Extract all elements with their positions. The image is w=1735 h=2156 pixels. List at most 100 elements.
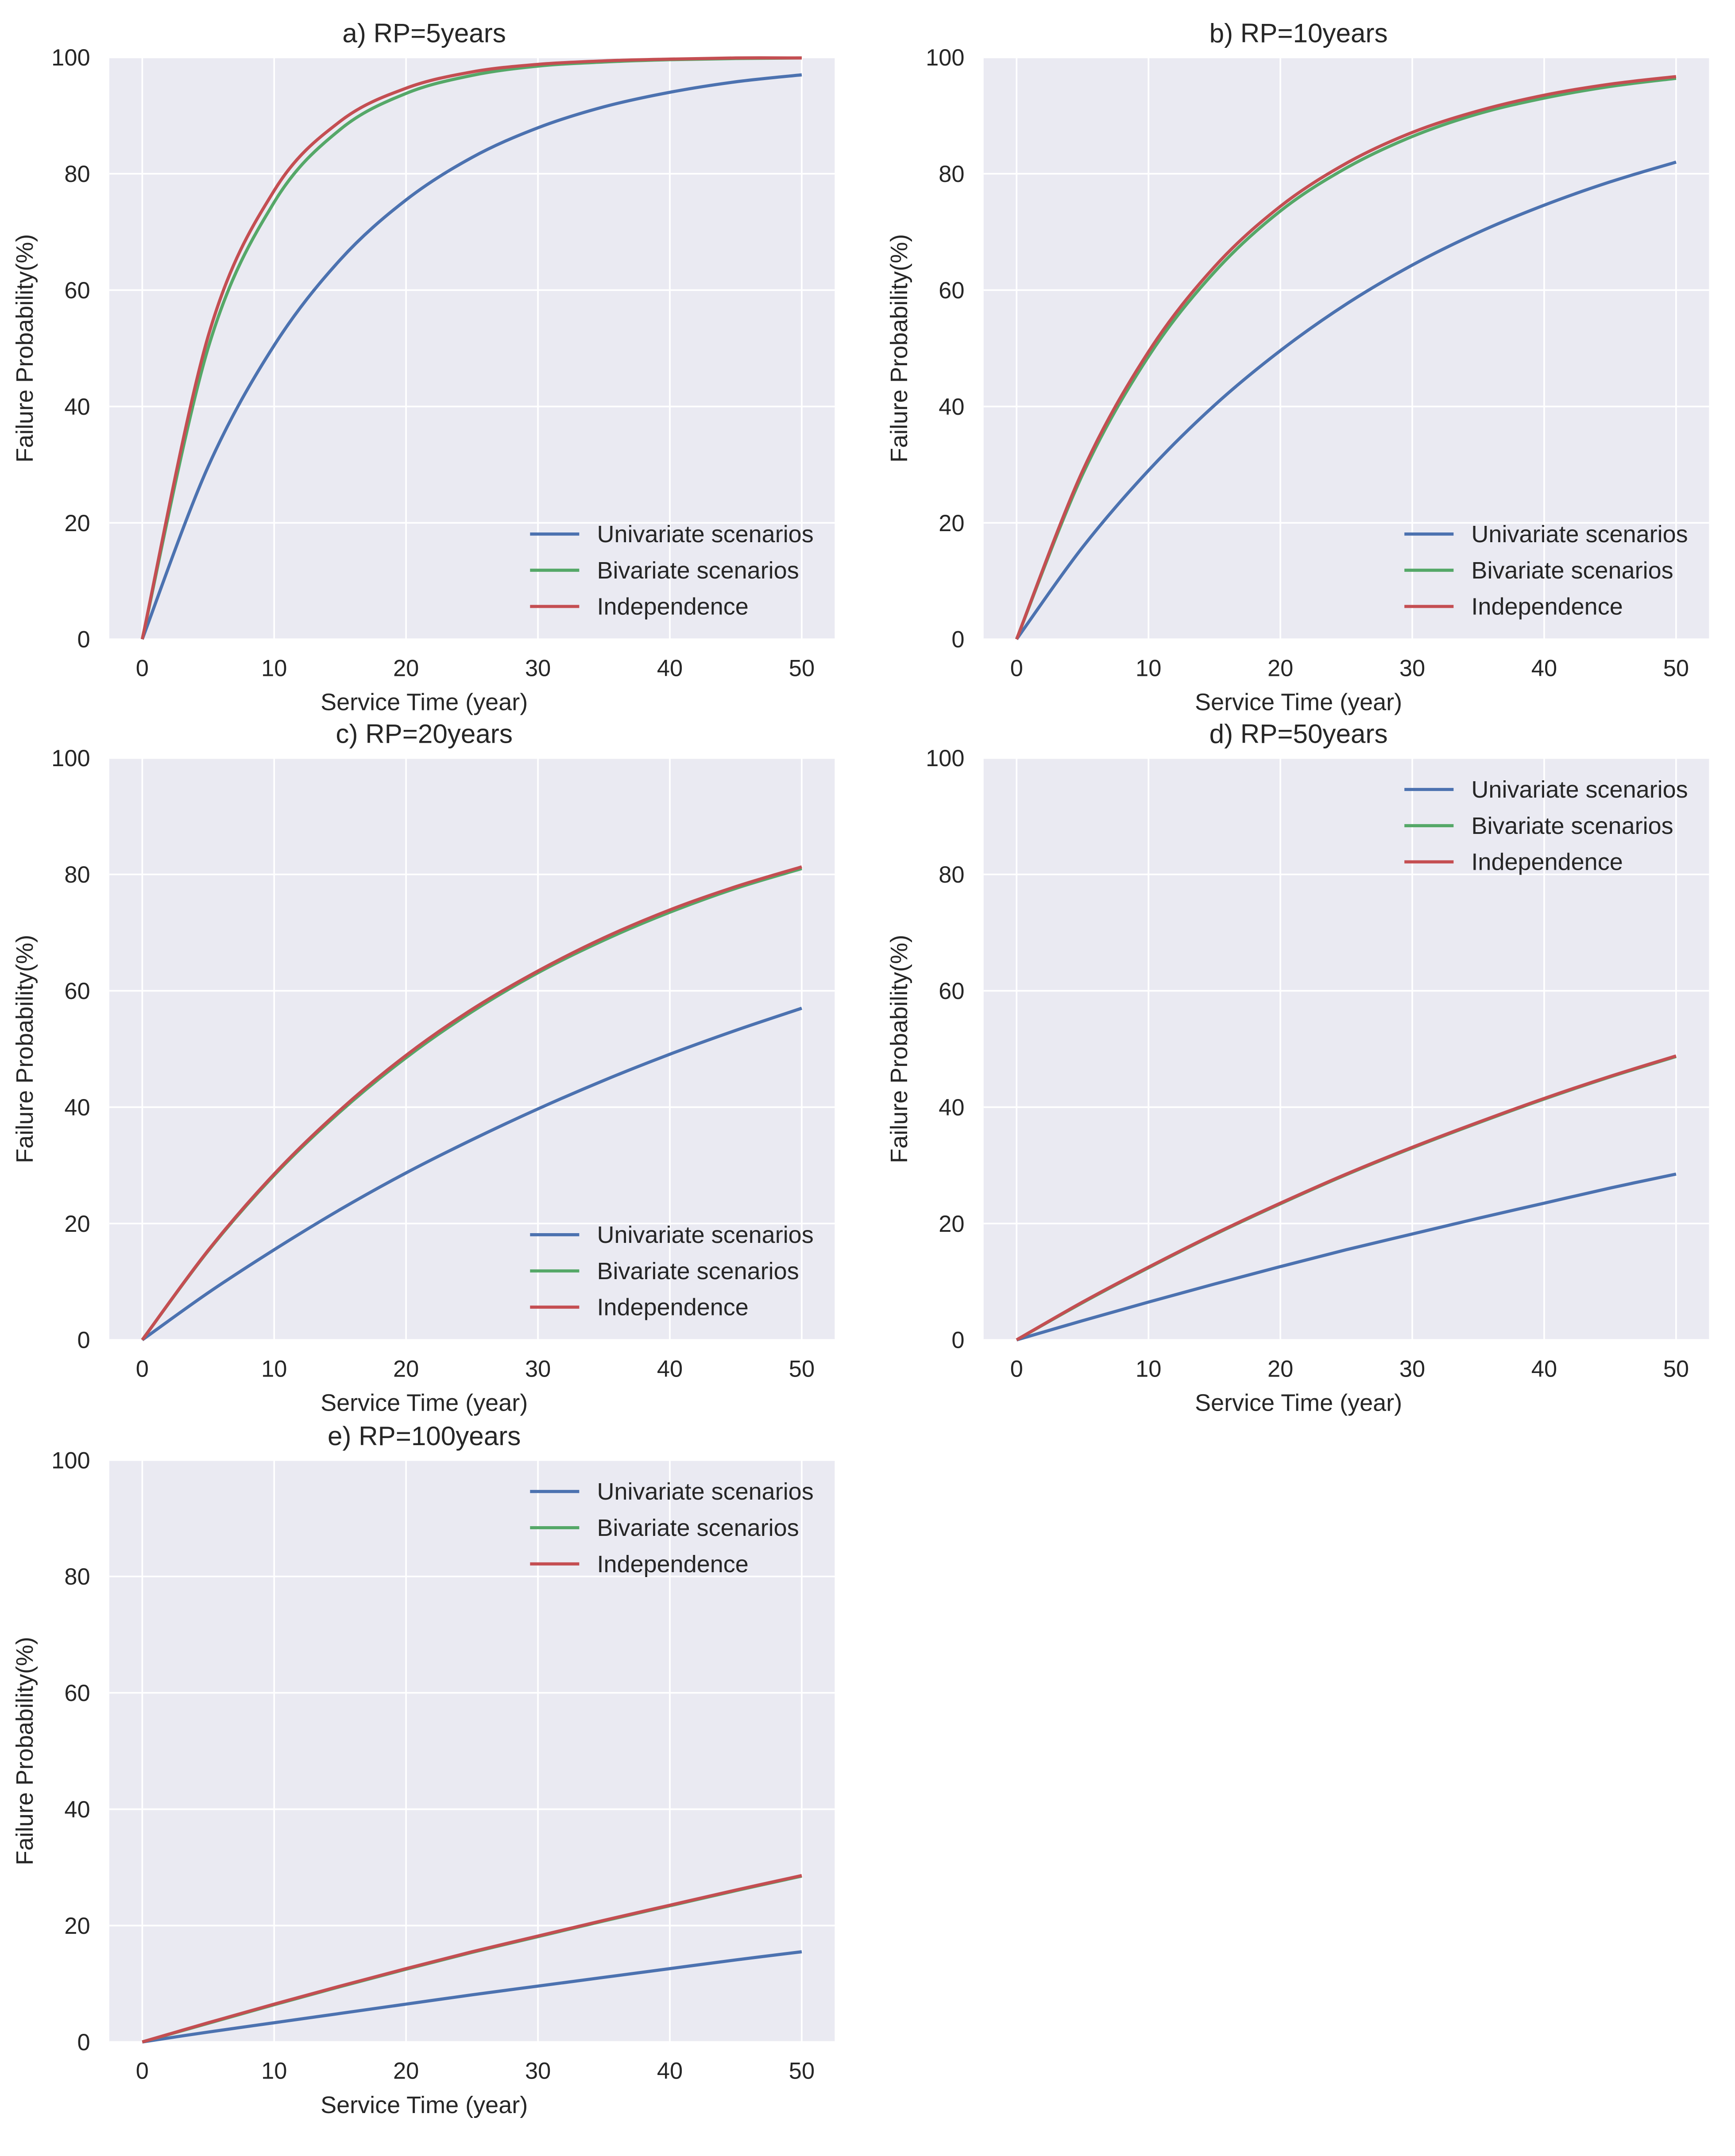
legend-label: Independence — [597, 594, 749, 620]
x-tick-label: 30 — [525, 656, 551, 681]
legend-label: Univariate scenarios — [1471, 776, 1688, 803]
y-tick-label: 40 — [939, 1095, 964, 1121]
plot-area — [109, 758, 835, 1340]
y-tick-label: 0 — [951, 1328, 964, 1354]
series-line-independence — [1016, 1054, 1677, 1342]
y-tick-label: 40 — [939, 394, 964, 420]
y-tick-label: 20 — [64, 1211, 90, 1237]
subplot-title: a) RP=5years — [342, 19, 506, 48]
y-tick-label: 40 — [64, 394, 90, 420]
legend-label: Bivariate scenarios — [1471, 813, 1673, 839]
y-tick-label: 100 — [51, 746, 90, 771]
x-tick-label: 10 — [261, 656, 287, 681]
plot-area — [983, 57, 1709, 640]
x-tick-label: 20 — [393, 656, 419, 681]
x-tick-label: 40 — [1531, 1357, 1557, 1382]
y-axis-label: Failure Probability(%) — [886, 234, 912, 463]
legend: Univariate scenarios Bivariate scenarios I… — [1404, 521, 1688, 620]
x-axis-label: Service Time (year) — [1195, 1390, 1402, 1416]
y-tick-label: 40 — [64, 1797, 90, 1823]
x-tick-label: 10 — [261, 1357, 287, 1382]
legend-label: Bivariate scenarios — [597, 1258, 799, 1284]
legend-label: Univariate scenarios — [597, 521, 814, 548]
y-axis-label: Failure Probability(%) — [886, 935, 912, 1163]
subplot-a: 0 10 20 30 40 50 0 20 40 60 80 100 a) RP=5years Servi… — [12, 19, 835, 716]
x-tick-label: 10 — [1136, 656, 1161, 681]
y-tick-label: 20 — [64, 1913, 90, 1939]
x-axis-label: Service Time (year) — [1195, 689, 1402, 716]
series-line-univariate-scenarios — [142, 1950, 802, 2044]
y-tick-label: 60 — [939, 979, 964, 1004]
legend-label: Independence — [597, 1294, 749, 1321]
plot-area — [109, 57, 835, 640]
y-tick-label: 60 — [64, 278, 90, 304]
x-tick-label: 40 — [657, 2059, 683, 2084]
y-tick-label: 0 — [951, 627, 964, 653]
legend-label: Univariate scenarios — [597, 1478, 814, 1505]
x-tick-label: 40 — [657, 656, 683, 681]
y-tick-label: 80 — [939, 862, 964, 888]
legend: Univariate scenarios Bivariate scenarios I… — [530, 1478, 814, 1577]
series-line-independence — [141, 865, 802, 1341]
x-tick-label: 20 — [393, 1357, 419, 1382]
x-tick-label: 30 — [525, 1357, 551, 1382]
x-tick-label: 30 — [525, 2059, 551, 2084]
subplot-e: 0 10 20 30 40 50 0 20 40 60 80 100 e) RP=100years Ser… — [12, 1421, 835, 2118]
legend-label: Univariate scenarios — [597, 1222, 814, 1248]
x-tick-label: 40 — [657, 1357, 683, 1382]
x-tick-label: 50 — [789, 2059, 815, 2084]
x-tick-label: 50 — [789, 656, 815, 681]
y-axis-label: Failure Probability(%) — [12, 234, 38, 463]
series-line-independence — [1015, 75, 1677, 640]
x-tick-label: 50 — [1663, 1357, 1689, 1382]
x-tick-label: 10 — [261, 2059, 287, 2084]
subplot-title: c) RP=20years — [336, 719, 513, 749]
y-axis-label: Failure Probability(%) — [12, 1637, 38, 1865]
series-line-bivariate-scenarios — [1015, 77, 1677, 640]
x-axis-label: Service Time (year) — [321, 2092, 528, 2118]
y-tick-label: 40 — [64, 1095, 90, 1121]
x-tick-label: 0 — [136, 1357, 149, 1382]
legend-label: Bivariate scenarios — [597, 557, 799, 584]
y-tick-label: 20 — [64, 511, 90, 536]
y-tick-label: 60 — [64, 1681, 90, 1706]
y-tick-label: 100 — [51, 1448, 90, 1473]
y-tick-label: 0 — [77, 1328, 90, 1354]
legend-label: Independence — [1471, 849, 1623, 876]
x-tick-label: 0 — [136, 656, 149, 681]
y-tick-label: 80 — [939, 162, 964, 187]
x-tick-label: 50 — [789, 1357, 815, 1382]
y-tick-label: 0 — [77, 2030, 90, 2056]
legend-label: Bivariate scenarios — [597, 1515, 799, 1541]
y-tick-label: 20 — [939, 511, 964, 536]
series-line-univariate-scenarios — [1015, 160, 1677, 640]
y-tick-label: 100 — [926, 45, 965, 71]
x-tick-label: 40 — [1531, 656, 1557, 681]
x-axis-label: Service Time (year) — [321, 1390, 528, 1416]
x-tick-label: 0 — [1010, 656, 1023, 681]
subplot-title: d) RP=50years — [1209, 719, 1388, 749]
series-line-univariate-scenarios — [141, 1007, 803, 1342]
legend: Univariate scenarios Bivariate scenarios I… — [1404, 776, 1688, 876]
y-tick-label: 80 — [64, 862, 90, 888]
legend: Univariate scenarios Bivariate scenarios I… — [530, 1222, 814, 1321]
x-tick-label: 10 — [1136, 1357, 1161, 1382]
x-tick-label: 20 — [1267, 1357, 1293, 1382]
y-tick-label: 80 — [64, 1564, 90, 1590]
subplot-d: 0 10 20 30 40 50 0 20 40 60 80 100 d) RP=50years Serv… — [886, 719, 1709, 1416]
y-tick-label: 100 — [926, 746, 965, 771]
x-tick-label: 20 — [1267, 656, 1293, 681]
plot-area — [983, 758, 1709, 1340]
x-tick-label: 50 — [1663, 656, 1689, 681]
y-tick-label: 0 — [77, 627, 90, 653]
series-line-independence — [140, 56, 802, 640]
y-axis-label: Failure Probability(%) — [12, 935, 38, 1163]
subplot-title: e) RP=100years — [328, 1421, 521, 1451]
subplot-b: 0 10 20 30 40 50 0 20 40 60 80 100 b) RP=10years Serv… — [886, 19, 1709, 716]
y-tick-label: 60 — [939, 278, 964, 304]
x-tick-label: 30 — [1399, 656, 1425, 681]
legend-label: Independence — [597, 1551, 749, 1577]
subplot-c: 0 10 20 30 40 50 0 20 40 60 80 100 c) RP=20years Serv… — [12, 719, 835, 1416]
series-line-independence — [142, 1874, 802, 2044]
